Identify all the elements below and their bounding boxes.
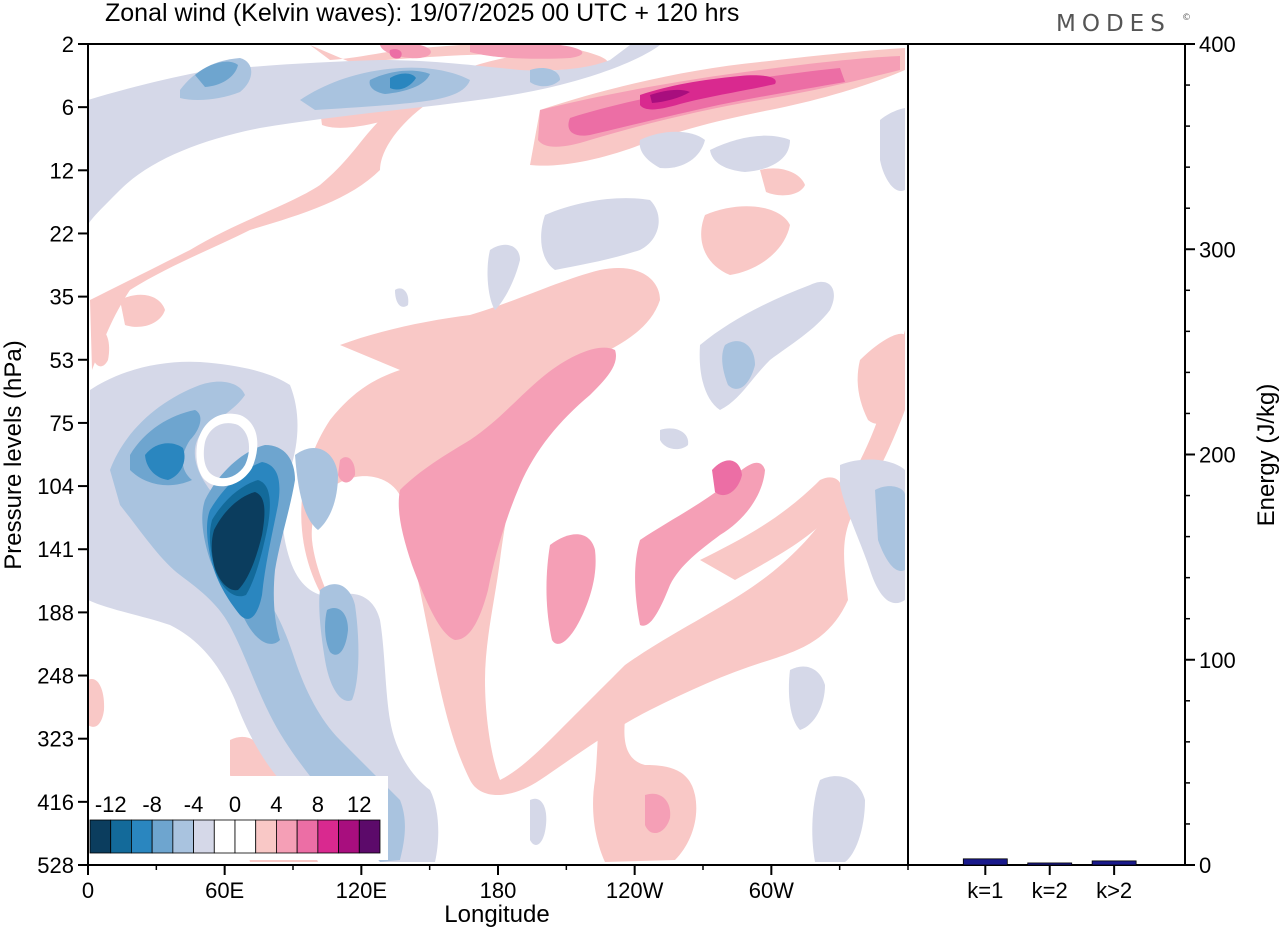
energy-category-label: k>2 (1096, 878, 1132, 903)
brand-mark: © (1182, 13, 1191, 23)
chart-title: Zonal wind (Kelvin waves): 19/07/2025 00… (105, 0, 739, 27)
energy-tick-label: 400 (1199, 32, 1236, 57)
colorbar-label: 0 (229, 792, 241, 817)
pressure-axis: 2 6 12 22 35 53 75 104 141 188 248 323 416 528 (37, 32, 88, 878)
colorbar-swatch (110, 819, 132, 854)
pressure-tick-label: 528 (37, 853, 74, 878)
colorbar-swatch (193, 819, 215, 854)
longitude-tick-label: 120W (606, 878, 664, 903)
negative-band-min (211, 492, 265, 591)
colorbar-swatch (317, 819, 339, 854)
longitude-tick-label: 0 (82, 878, 94, 903)
energy-tick-label: 100 (1199, 648, 1236, 673)
colorbar-swatch (213, 819, 236, 854)
colorbar-label: 12 (347, 792, 371, 817)
longitude-tick-label: 60E (205, 878, 244, 903)
contour-field (88, 45, 905, 862)
energy-category-label: k=2 (1032, 878, 1068, 903)
colorbar-swatch (276, 819, 298, 854)
pressure-tick-label: 35 (50, 285, 74, 310)
energy-bar (1027, 862, 1073, 866)
colorbar-label: -8 (142, 792, 162, 817)
positive-band-max (650, 89, 690, 103)
colorbar-label: -4 (184, 792, 204, 817)
energy-category-label: k=1 (967, 878, 1003, 903)
energy-axis-label: Energy (J/kg) (1253, 384, 1280, 527)
colorbar-swatch (338, 819, 360, 854)
x-axis-label: Longitude (444, 901, 549, 928)
energy-tick-label: 0 (1199, 853, 1211, 878)
colorbar-swatch (234, 819, 257, 854)
longitude-tick-label: 180 (480, 878, 517, 903)
longitude-tick-label: 120E (336, 878, 387, 903)
pressure-tick-label: 12 (50, 158, 74, 183)
longitude-axis: 0 60E 120E 180 120W 60W (82, 865, 909, 903)
energy-frame (907, 43, 1186, 866)
energy-bars: k=1 k=2 k>2 (962, 858, 1137, 903)
pressure-tick-label: 22 (50, 221, 74, 246)
colorbar-label: 4 (270, 792, 282, 817)
pressure-tick-label: 6 (62, 95, 74, 120)
pressure-tick-label: 416 (37, 790, 74, 815)
pressure-tick-label: 323 (37, 727, 74, 752)
colorbar-label: 8 (312, 792, 324, 817)
pressure-tick-label: 188 (37, 600, 74, 625)
colorbar-swatch (131, 819, 153, 854)
y-axis-label: Pressure levels (hPa) (0, 340, 27, 569)
pressure-tick-label: 53 (50, 348, 74, 373)
longitude-tick-label: 60W (749, 878, 794, 903)
energy-tick-label: 300 (1199, 237, 1236, 262)
pressure-tick-label: 2 (62, 32, 74, 57)
colorbar-swatch (89, 819, 112, 854)
colorbar-swatch (296, 819, 319, 854)
pressure-tick-label: 141 (37, 537, 74, 562)
brand-logo: MODES (1056, 11, 1171, 37)
colorbar-swatch (358, 819, 381, 854)
energy-bar (1091, 860, 1137, 866)
energy-bar (962, 858, 1008, 866)
pressure-tick-label: 75 (50, 411, 74, 436)
energy-axis: 0 100 200 300 400 (1185, 32, 1236, 878)
energy-tick-label: 200 (1199, 443, 1236, 468)
colorbar-labels: -12 -8 -4 0 4 8 12 (95, 792, 372, 817)
positive-band-light (88, 45, 905, 862)
colorbar-swatches (89, 819, 381, 854)
colorbar-swatch (151, 819, 174, 854)
pressure-tick-label: 104 (37, 474, 74, 499)
pressure-tick-label: 248 (37, 664, 74, 689)
colorbar-swatch (255, 819, 277, 854)
colorbar-swatch (172, 819, 194, 854)
colorbar-label: -12 (95, 792, 127, 817)
